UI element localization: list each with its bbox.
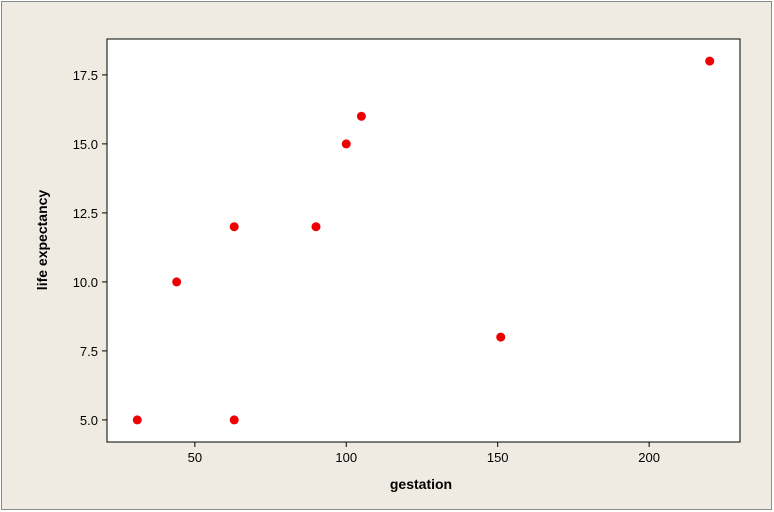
data-point	[172, 277, 182, 287]
y-axis-title: life expectancy	[34, 190, 50, 291]
y-tick-label: 12.5	[73, 206, 98, 221]
plot-area	[106, 38, 741, 443]
x-tick-label: 200	[638, 450, 660, 465]
y-tick-label: 17.5	[73, 68, 98, 83]
data-point	[132, 415, 142, 425]
y-tick-label: 7.5	[80, 344, 98, 359]
x-axis: 50 100 150 200	[188, 442, 660, 465]
data-point	[229, 415, 239, 425]
y-axis: 5.0 7.5 10.0 12.5 15.0 17.5	[73, 68, 107, 428]
y-tick-label: 5.0	[80, 413, 98, 428]
data-point	[496, 332, 506, 342]
data-point	[356, 111, 366, 121]
data-point	[229, 222, 239, 232]
data-points	[132, 56, 715, 425]
data-point	[341, 139, 351, 149]
x-tick-label: 100	[335, 450, 357, 465]
data-point	[705, 56, 715, 66]
data-point	[311, 222, 321, 232]
x-axis-title: gestation	[390, 476, 452, 492]
y-tick-label: 10.0	[73, 275, 98, 290]
x-tick-label: 150	[487, 450, 509, 465]
y-tick-label: 15.0	[73, 137, 98, 152]
x-tick-label: 50	[188, 450, 202, 465]
